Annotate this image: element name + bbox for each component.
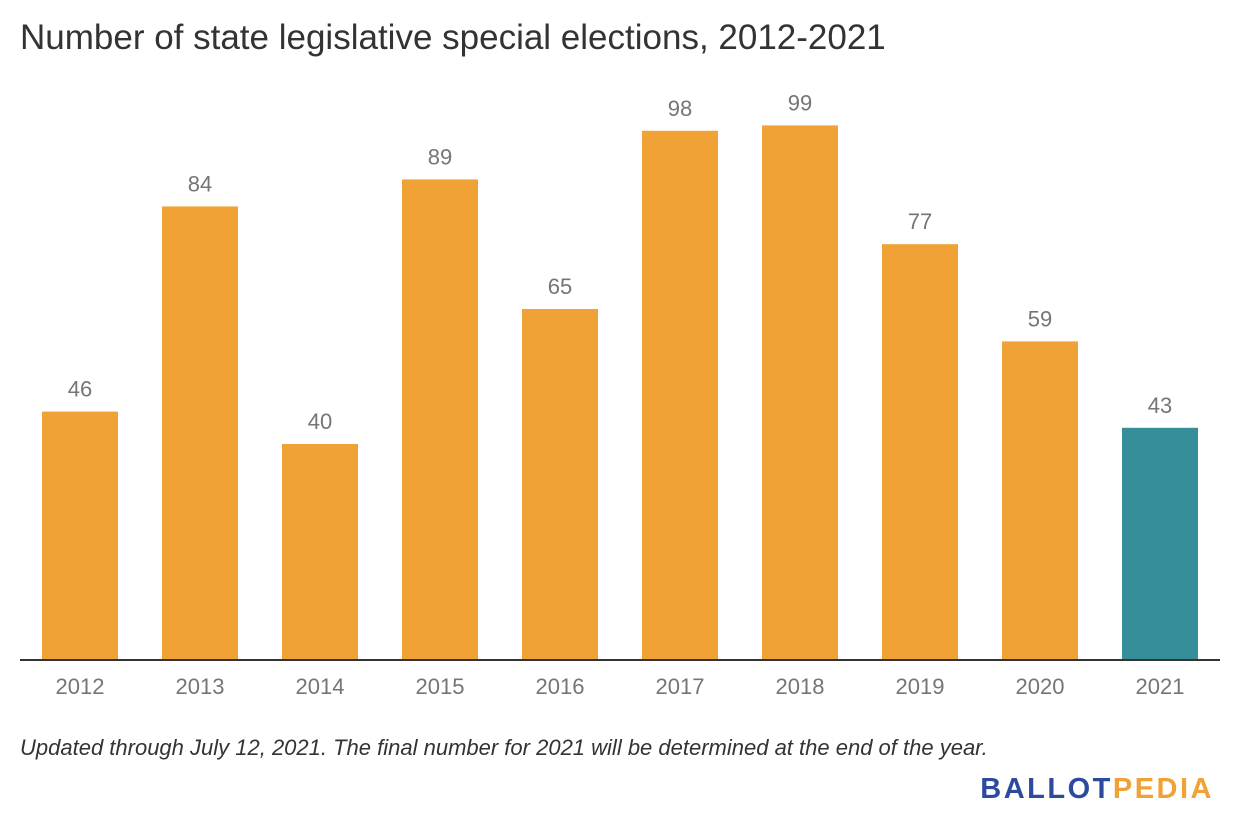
- data-label-2017: 98: [668, 96, 692, 121]
- bar-2013: [162, 206, 238, 660]
- x-tick-label-2019: 2019: [896, 674, 945, 699]
- bar-chart: 46 2012 84 2013 40 2014 89 2015 65 2016 98 2017 99 20…: [20, 90, 1220, 699]
- data-label-2012: 46: [68, 377, 92, 402]
- bar-2018: [762, 125, 838, 660]
- chart-title: Number of state legislative special elec…: [20, 18, 886, 57]
- x-tick-label-2015: 2015: [416, 674, 465, 699]
- x-tick-label-2021: 2021: [1136, 674, 1185, 699]
- data-label-2021: 43: [1148, 393, 1172, 418]
- bar-2016: [522, 309, 598, 660]
- x-tick-label-2013: 2013: [176, 674, 225, 699]
- data-label-2018: 99: [788, 90, 812, 115]
- x-tick-label-2012: 2012: [56, 674, 105, 699]
- x-tick-label-2017: 2017: [656, 674, 705, 699]
- logo-part-pedia: PEDIA: [1112, 773, 1214, 805]
- ballotpedia-logo: BALLOTPEDIA: [980, 773, 1214, 806]
- data-label-2014: 40: [308, 409, 332, 434]
- data-label-2019: 77: [908, 209, 932, 234]
- bar-2014: [282, 444, 358, 660]
- bar-2020: [1002, 341, 1078, 660]
- logo-part-ballot: BALLOT: [980, 773, 1113, 805]
- data-label-2015: 89: [428, 144, 452, 169]
- x-tick-label-2014: 2014: [296, 674, 345, 699]
- data-label-2020: 59: [1028, 306, 1052, 331]
- bar-2019: [882, 244, 958, 660]
- bar-2017: [642, 130, 718, 661]
- footnote: Updated through July 12, 2021. The final…: [20, 735, 988, 760]
- x-tick-label-2020: 2020: [1016, 674, 1065, 699]
- bar-2012: [42, 411, 118, 660]
- x-tick-label-2018: 2018: [776, 674, 825, 699]
- data-label-2016: 65: [548, 274, 572, 299]
- bar-2015: [402, 179, 478, 660]
- bar-2021: [1122, 427, 1198, 660]
- x-tick-label-2016: 2016: [536, 674, 585, 699]
- data-label-2013: 84: [188, 171, 212, 196]
